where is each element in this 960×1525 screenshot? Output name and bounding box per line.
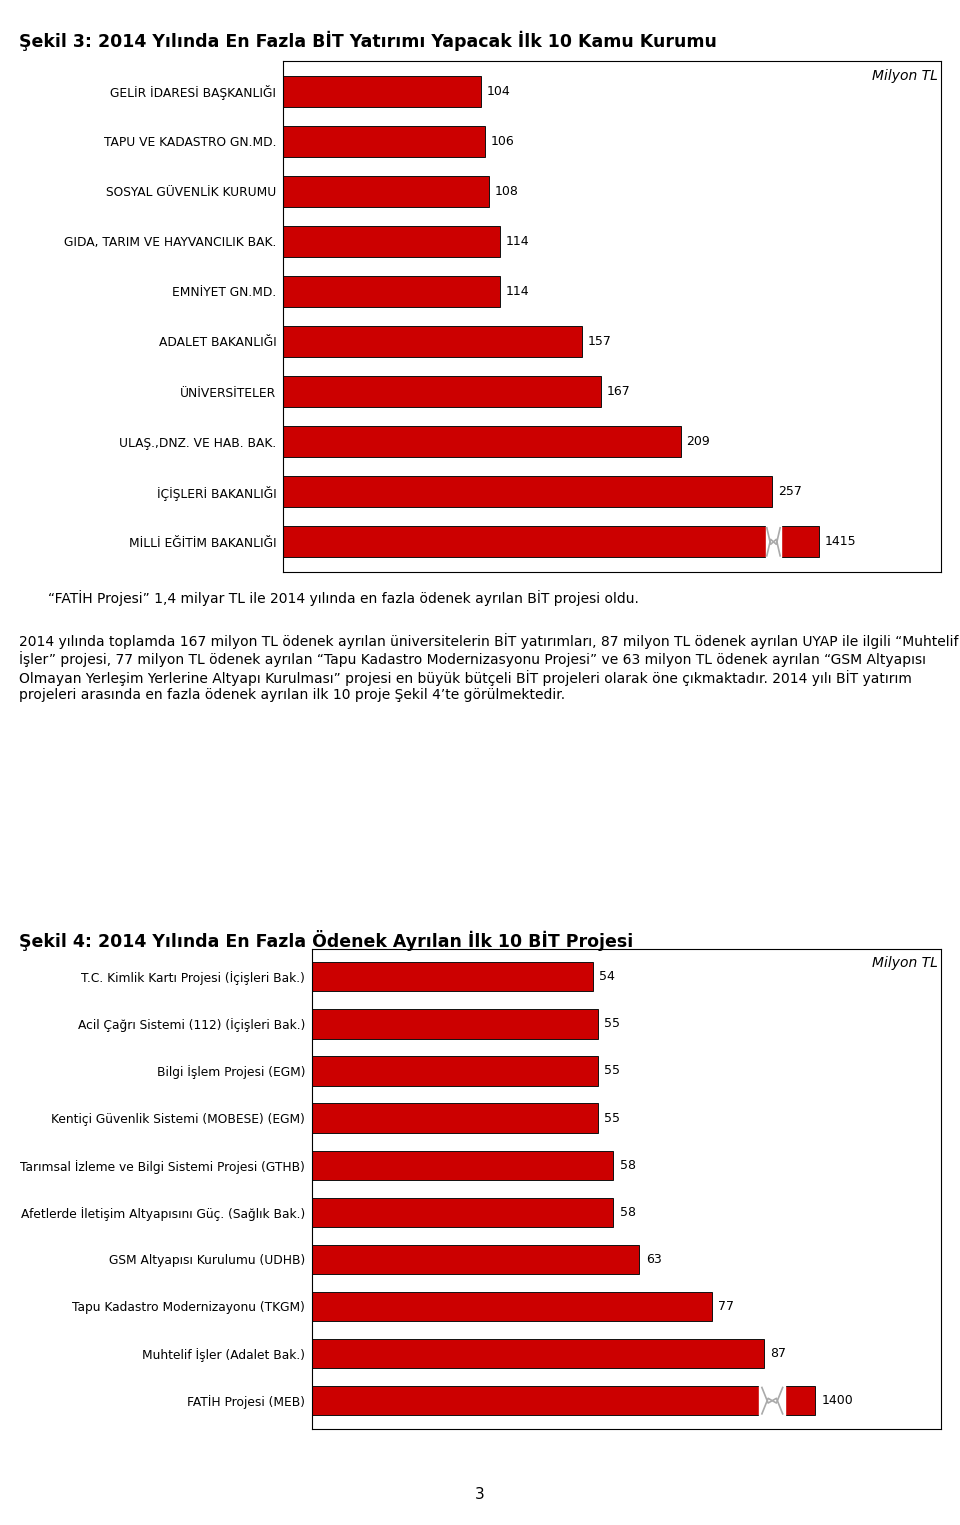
Text: 58: 58 [619,1206,636,1218]
Text: 209: 209 [686,435,710,448]
Text: 104: 104 [487,84,511,98]
Bar [283,276,500,307]
Text: 114: 114 [506,285,530,297]
Text: 55: 55 [604,1017,620,1031]
Bar [312,1150,613,1180]
Bar [283,476,772,508]
Bar [312,1244,639,1273]
Bar [312,1104,598,1133]
Text: 87: 87 [770,1347,786,1360]
Bar [312,1197,613,1228]
Text: 114: 114 [506,235,530,247]
Text: Şekil 3: 2014 Yılında En Fazla BİT Yatırımı Yapacak İlk 10 Kamu Kurumu: Şekil 3: 2014 Yılında En Fazla BİT Yatır… [19,30,717,50]
Bar [312,1010,598,1039]
Text: 108: 108 [494,185,518,198]
Text: 167: 167 [607,386,631,398]
Text: Şekil 4: 2014 Yılında En Fazla Ödenek Ayrılan İlk 10 BİT Projesi: Şekil 4: 2014 Yılında En Fazla Ödenek Ay… [19,930,634,952]
Text: 1415: 1415 [825,535,856,549]
Text: 257: 257 [778,485,802,499]
Bar [283,76,481,107]
Text: 55: 55 [604,1064,620,1078]
Bar [283,326,582,357]
Text: 55: 55 [604,1112,620,1124]
Text: 3: 3 [475,1487,485,1502]
Bar [283,125,485,157]
Text: Milyon TL: Milyon TL [872,956,938,970]
Text: 1400: 1400 [821,1394,853,1408]
Text: 77: 77 [718,1299,734,1313]
Bar [312,1057,598,1086]
Bar [312,1292,712,1321]
Text: 106: 106 [491,134,515,148]
Bar [283,425,681,457]
Bar [312,962,592,991]
Text: 2014 yılında toplamda 167 milyon TL ödenek ayrılan üniversitelerin BİT yatırımla: 2014 yılında toplamda 167 milyon TL öden… [19,633,959,702]
Bar [312,1386,815,1415]
Bar [283,526,819,557]
Bar [283,175,489,207]
Bar [283,377,601,407]
Text: 54: 54 [599,970,614,984]
Text: Milyon TL: Milyon TL [872,69,938,82]
Bar [283,226,500,256]
Bar [312,1339,764,1368]
Text: “FATİH Projesi” 1,4 milyar TL ile 2014 yılında en fazla ödenek ayrılan BİT proje: “FATİH Projesi” 1,4 milyar TL ile 2014 y… [48,590,638,605]
Text: 63: 63 [646,1254,661,1266]
Text: 157: 157 [588,336,612,348]
Text: 58: 58 [619,1159,636,1171]
